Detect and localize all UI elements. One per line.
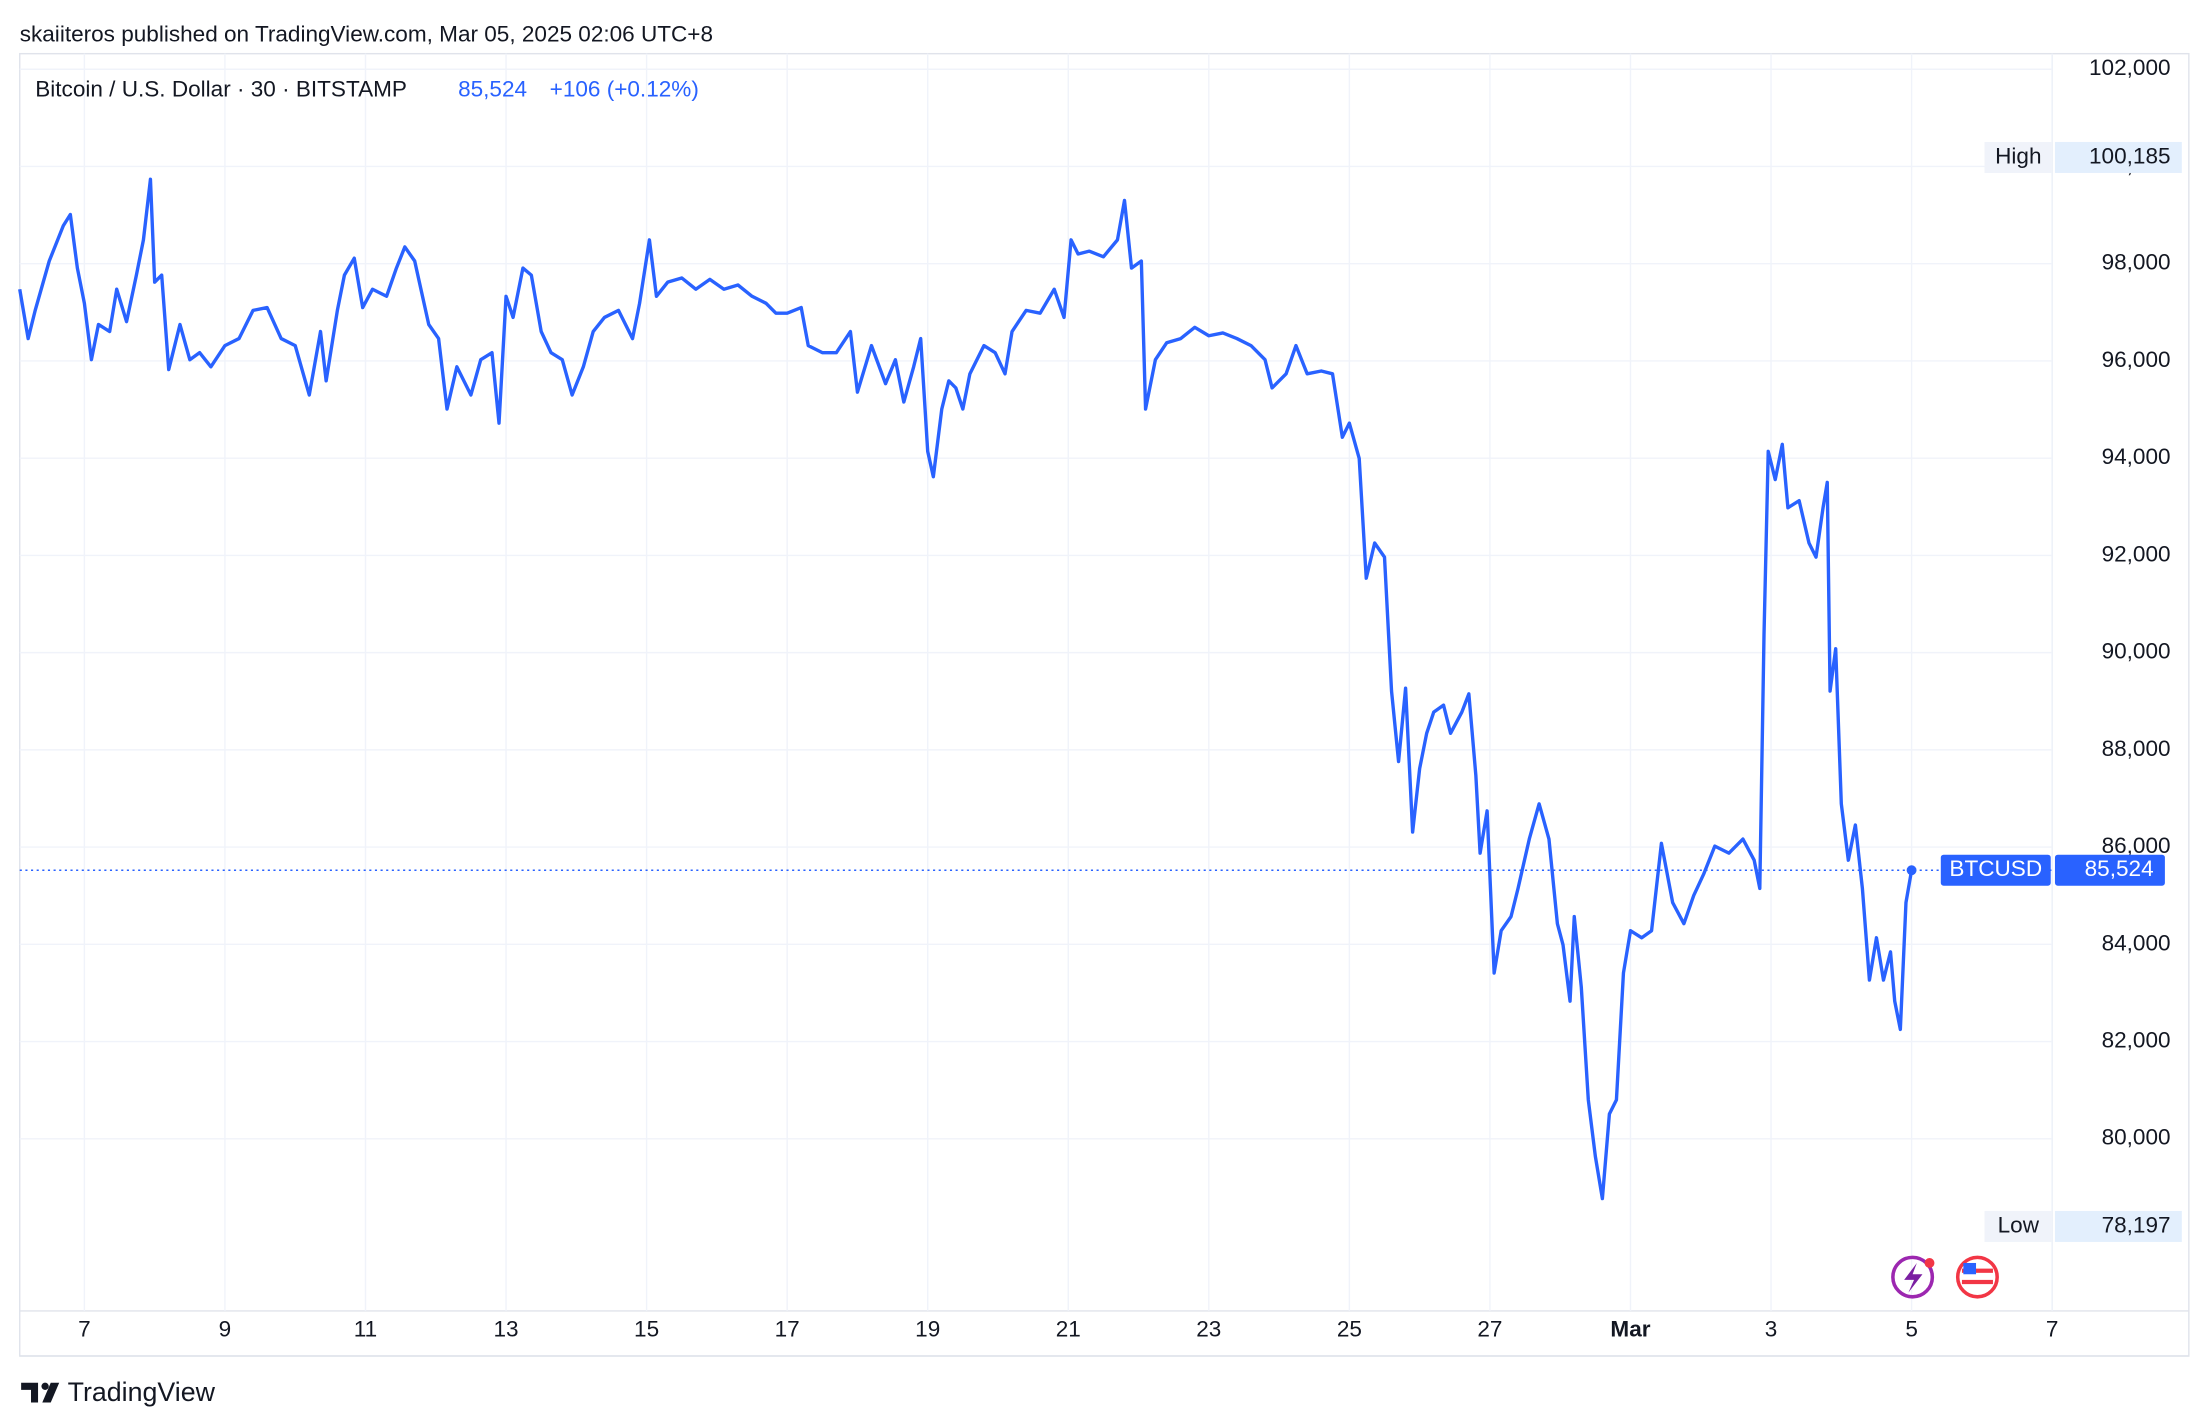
grid — [19, 53, 2053, 1311]
y-tick-label: 84,000 — [2102, 930, 2171, 955]
x-tick-label: 25 — [1337, 1317, 1362, 1342]
footer-brand: TradingView — [68, 1377, 216, 1407]
x-tick-label: 23 — [1196, 1317, 1221, 1342]
low-value: 78,197 — [2102, 1212, 2171, 1237]
icon-flag-stripe — [1961, 1268, 1993, 1273]
price-line — [18, 177, 1914, 1201]
icon-bolt-glyph — [1904, 1262, 1923, 1293]
high-value: 100,185 — [2089, 143, 2171, 168]
symbol-badge-label: BTCUSD — [1949, 856, 2042, 881]
icon-bolt[interactable] — [1891, 1255, 1935, 1299]
logo-part — [41, 1382, 49, 1390]
high-value-box — [2054, 141, 2182, 173]
icons — [1891, 1255, 1999, 1299]
x-tick-label: 19 — [915, 1317, 940, 1342]
y-tick-label: 88,000 — [2102, 736, 2171, 761]
y-tick-label: 98,000 — [2102, 250, 2171, 275]
x-tick-label: 15 — [634, 1317, 659, 1342]
x-tick-label: 17 — [775, 1317, 800, 1342]
published-note: skaiiteros published on TradingView.com,… — [20, 21, 713, 46]
x-tick-label: 9 — [219, 1317, 232, 1342]
icon-flag-stripe — [1961, 1279, 1993, 1285]
y-tick-label: 86,000 — [2102, 833, 2171, 858]
price-badge — [2054, 854, 2165, 886]
y-tick-label: 92,000 — [2102, 541, 2171, 566]
x-tick-label: Mar — [1610, 1317, 1650, 1342]
x-tick-label: 7 — [2046, 1317, 2059, 1342]
icon-flag-canton — [1963, 1262, 1977, 1275]
y-tick-label: 80,000 — [2102, 1125, 2171, 1150]
y-tick-label: 94,000 — [2102, 444, 2171, 469]
y-tick-label: 102,000 — [2089, 55, 2171, 80]
y-tick-label: 96,000 — [2102, 347, 2171, 372]
price-badge-label: 85,524 — [2085, 856, 2154, 881]
logo-part — [42, 1382, 60, 1403]
x-tick-label: 7 — [78, 1317, 91, 1342]
high-name: High — [1995, 143, 2041, 168]
last-point — [1906, 865, 1917, 876]
y-tick-label: 82,000 — [2102, 1028, 2171, 1053]
logo-part — [21, 1382, 39, 1403]
high-name-box — [1984, 141, 2053, 173]
x-tick-label: 27 — [1477, 1317, 1502, 1342]
price-change: +106 (+0.12%) — [550, 76, 699, 101]
icon-dot — [1924, 1258, 1935, 1268]
x-tick-label: 11 — [354, 1317, 377, 1342]
low-name-box — [1984, 1210, 2053, 1242]
x-tick-label: 13 — [494, 1317, 519, 1342]
x-tick-label: 21 — [1056, 1317, 1081, 1342]
last-price: 85,524 — [458, 76, 527, 101]
logo — [21, 1382, 60, 1403]
symbol-title: Bitcoin / U.S. Dollar · 30 · BITSTAMP — [35, 76, 407, 101]
low-value-box — [2054, 1210, 2182, 1242]
x-tick-label: 5 — [1905, 1317, 1918, 1342]
plot — [18, 177, 2053, 1201]
x-tick-label: 3 — [1765, 1317, 1778, 1342]
y-tick-label: 90,000 — [2102, 639, 2171, 664]
symbol-badge — [1940, 854, 2051, 886]
low-name: Low — [1998, 1212, 2040, 1237]
